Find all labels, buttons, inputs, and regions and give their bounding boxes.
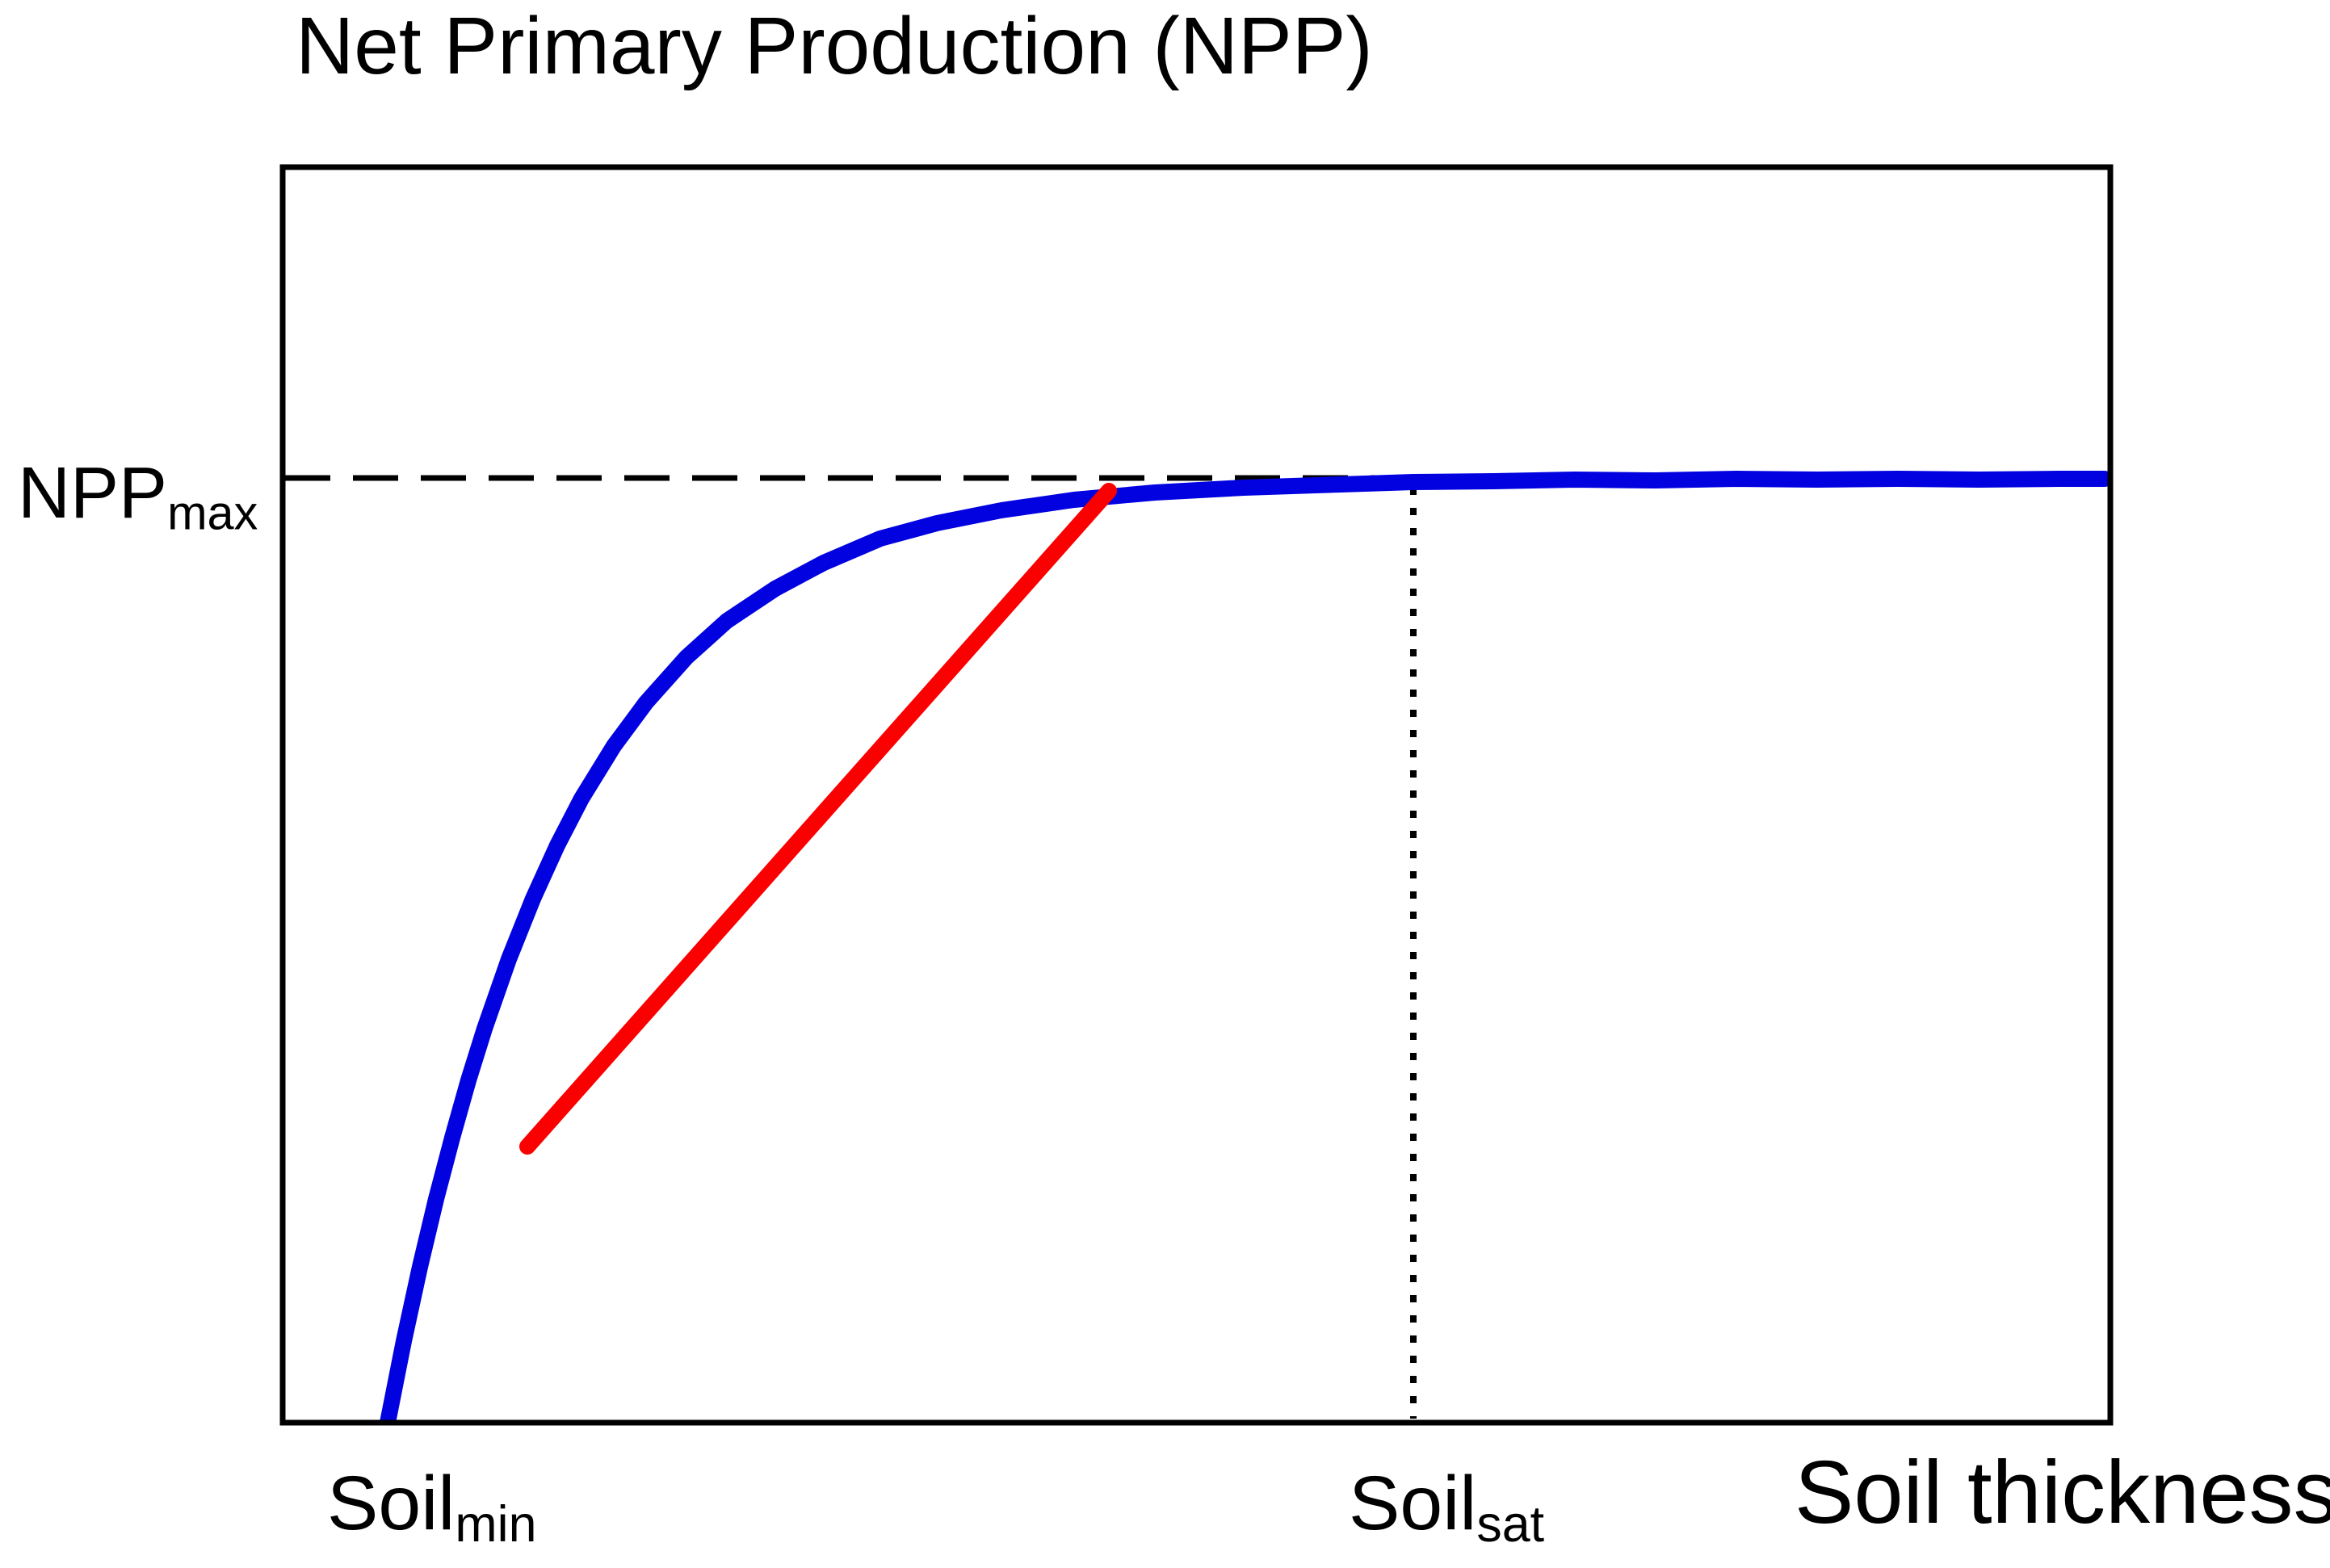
tangent-line [519, 483, 1117, 1155]
chart-title: Net Primary Production (NPP) [296, 1, 1373, 91]
x-axis-title: Soil thickness [1795, 1443, 2330, 1542]
npp-max-base: NPP [18, 453, 168, 534]
soil-min-label: Soilmin [327, 1465, 536, 1550]
npp-max-sub: max [167, 485, 258, 540]
soil-sat-label: Soilsat [1349, 1465, 1544, 1550]
npp-curve [380, 471, 2108, 1420]
soil-min-sub: min [455, 1496, 537, 1553]
soil-sat-base: Soil [1349, 1461, 1477, 1546]
soil-sat-sub: sat [1476, 1496, 1545, 1553]
plot-border [279, 164, 2114, 1426]
soil-min-base: Soil [327, 1461, 456, 1546]
npp-max-label: NPPmax [18, 457, 258, 537]
